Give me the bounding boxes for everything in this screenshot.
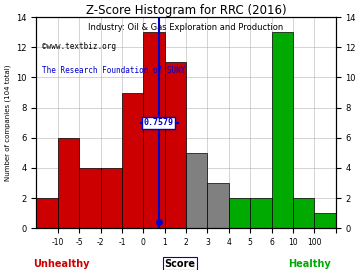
Bar bbox=[58, 138, 79, 228]
Title: Z-Score Histogram for RRC (2016): Z-Score Histogram for RRC (2016) bbox=[86, 4, 286, 17]
Text: Unhealthy: Unhealthy bbox=[33, 259, 89, 269]
Bar bbox=[293, 198, 314, 228]
Bar bbox=[36, 198, 58, 228]
Bar bbox=[79, 168, 100, 228]
Bar bbox=[314, 213, 336, 228]
Y-axis label: Number of companies (104 total): Number of companies (104 total) bbox=[4, 65, 11, 181]
Bar bbox=[229, 198, 250, 228]
Bar bbox=[250, 198, 271, 228]
Text: ©www.textbiz.org: ©www.textbiz.org bbox=[42, 42, 116, 52]
Text: The Research Foundation of SUNY: The Research Foundation of SUNY bbox=[42, 66, 186, 75]
Text: 0.7579: 0.7579 bbox=[143, 118, 174, 127]
Bar bbox=[122, 93, 143, 228]
Bar bbox=[207, 183, 229, 228]
Text: Industry: Oil & Gas Exploration and Production: Industry: Oil & Gas Exploration and Prod… bbox=[89, 23, 284, 32]
Bar bbox=[165, 62, 186, 228]
Bar bbox=[271, 32, 293, 228]
Bar bbox=[100, 168, 122, 228]
Text: Healthy: Healthy bbox=[288, 259, 331, 269]
Bar bbox=[186, 153, 207, 228]
Bar bbox=[143, 32, 165, 228]
Text: Score: Score bbox=[165, 259, 195, 269]
